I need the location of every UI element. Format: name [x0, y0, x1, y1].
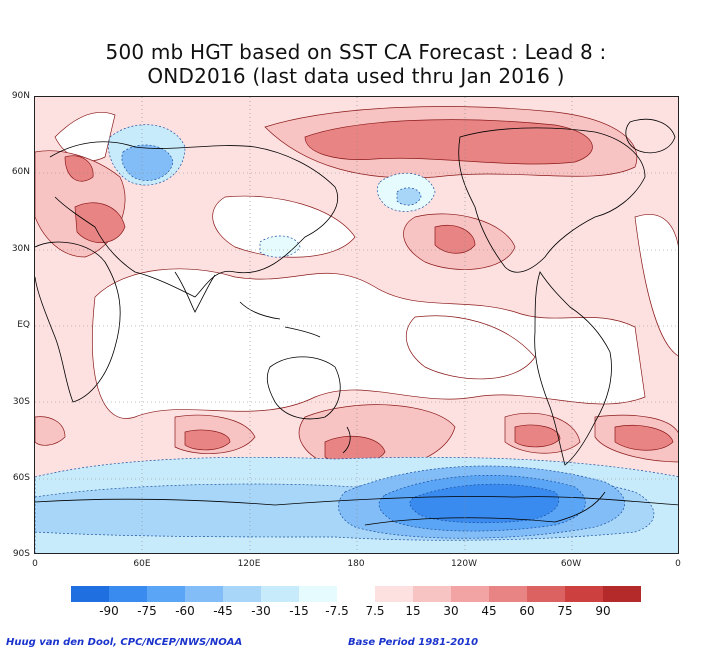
legend-tick-label: 7.5: [365, 604, 385, 618]
legend-swatch: [527, 586, 565, 602]
color-legend: [71, 586, 641, 602]
legend-swatch: [375, 586, 413, 602]
coastlines: [35, 118, 678, 526]
legend-swatch: [299, 586, 337, 602]
lat-label-30s: 30S: [12, 397, 30, 407]
lon-label-60w: 60W: [560, 559, 582, 569]
legend-swatch: [109, 586, 147, 602]
lat-label-30n: 30N: [11, 244, 30, 254]
legend-tick-label: 60: [519, 604, 535, 618]
legend-tick-label: -15: [289, 604, 309, 618]
lon-label-120e: 120E: [237, 559, 261, 569]
lat-label-eq: EQ: [17, 320, 30, 330]
legend-tick-label: -75: [137, 604, 157, 618]
legend-swatch: [451, 586, 489, 602]
legend-swatch: [603, 586, 641, 602]
lon-label-0: 0: [32, 559, 38, 569]
legend-tick-label: -7.5: [325, 604, 349, 618]
legend-swatch: [413, 586, 451, 602]
red-centers: [64, 119, 674, 465]
legend-tick-label: -60: [175, 604, 195, 618]
legend-swatch: [71, 586, 109, 602]
anomaly-map-svg: [35, 97, 678, 553]
legend-tick-label: 90: [595, 604, 611, 618]
legend-tick-label: 45: [481, 604, 497, 618]
lon-label-120w: 120W: [450, 559, 478, 569]
legend-swatch: [565, 586, 603, 602]
legend-swatch: [489, 586, 527, 602]
base-period-text: Base Period 1981-2010: [348, 637, 479, 648]
chart-title-line-2: OND2016 (last data used thru Jan 2016 ): [147, 64, 565, 88]
legend-swatch: [223, 586, 261, 602]
legend-swatch: [185, 586, 223, 602]
lon-label-0-east: 0: [675, 559, 681, 569]
legend-tick-label: 15: [405, 604, 421, 618]
legend-swatch: [337, 586, 375, 602]
lon-label-60e: 60E: [133, 559, 151, 569]
blue-regions: [35, 124, 678, 553]
lat-label-90n: 90N: [11, 91, 30, 101]
legend-tick-label: -45: [213, 604, 233, 618]
lon-label-180: 180: [347, 559, 365, 569]
legend-swatch: [261, 586, 299, 602]
legend-swatch: [147, 586, 185, 602]
legend-tick-label: 75: [557, 604, 573, 618]
legend-tick-label: 30: [443, 604, 459, 618]
anomaly-map: [34, 96, 679, 554]
legend-tick-label: -90: [99, 604, 119, 618]
legend-tick-label: -30: [251, 604, 271, 618]
lat-label-60n: 60N: [11, 167, 30, 177]
lat-label-60s: 60S: [12, 473, 30, 483]
chart-title-line-1: 500 mb HGT based on SST CA Forecast : Le…: [105, 40, 607, 64]
lat-label-90s: 90S: [12, 549, 30, 559]
map-gridlines: [35, 97, 678, 553]
credit-text: Huug van den Dool, CPC/NCEP/NWS/NOAA: [6, 637, 243, 648]
